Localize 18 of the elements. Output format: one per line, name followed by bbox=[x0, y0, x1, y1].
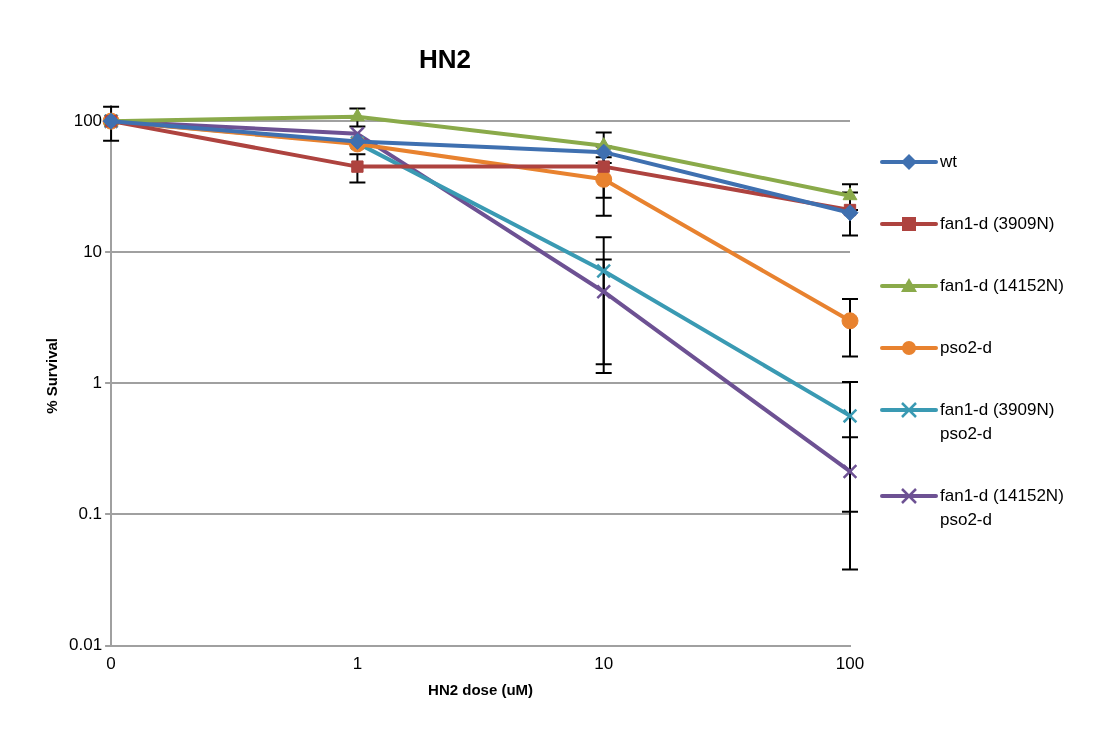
legend-label: wt bbox=[940, 151, 958, 173]
y-tick-label: 1 bbox=[92, 373, 103, 393]
y-tick-label: 0.01 bbox=[68, 635, 103, 655]
x-axis-title: HN2 dose (uM) bbox=[428, 681, 534, 699]
legend-label: fan1-d (14152N) bbox=[940, 275, 1065, 297]
legend-label: fan1-d (14152N) pso2-d bbox=[940, 485, 1065, 531]
y-tick-label: 10 bbox=[83, 241, 103, 261]
x-tick-label: 100 bbox=[835, 654, 865, 674]
legend-label: fan1-d (3909N) pso2-d bbox=[940, 399, 1056, 445]
legend-label: pso2-d bbox=[940, 337, 993, 359]
y-tick-label: 0.1 bbox=[78, 504, 103, 524]
x-tick-label: 0 bbox=[106, 654, 116, 674]
chart-title: HN2 bbox=[418, 43, 472, 74]
x-tick-label: 10 bbox=[594, 654, 614, 674]
legend-label: fan1-d (3909N) bbox=[940, 213, 1056, 235]
x-tick-label: 1 bbox=[352, 654, 363, 674]
y-tick-label: 100 bbox=[73, 110, 103, 130]
y-axis-title: % Survival bbox=[43, 337, 61, 414]
